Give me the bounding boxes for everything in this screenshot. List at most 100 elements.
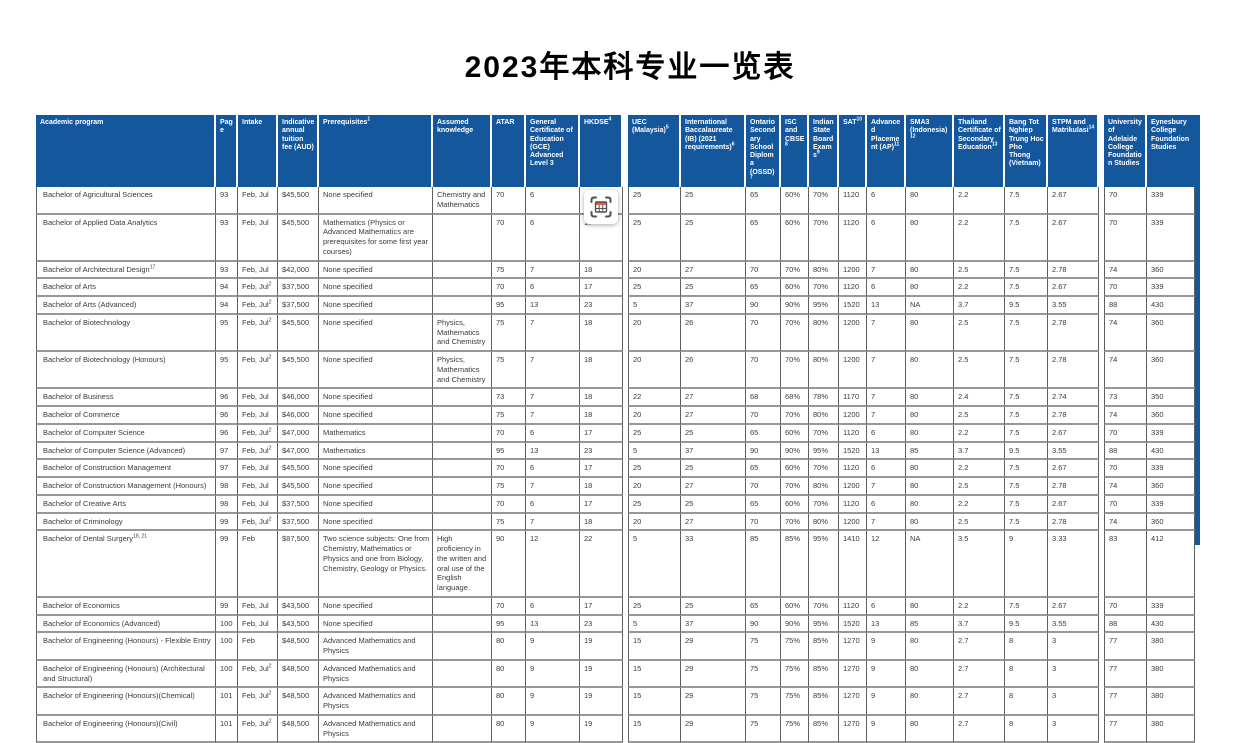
cell-hkdse: 18 <box>580 352 623 390</box>
cell-stpm: 3.33 <box>1048 531 1099 598</box>
col-header-label: Indicative annual tuition fee (AUD) <box>282 119 315 151</box>
cell-uoa_foundation: 70 <box>1104 460 1147 478</box>
table-row: Bachelor of Construction Management 97 Feb… <box>36 460 1195 478</box>
cell-uoa_foundation: 88 <box>1104 615 1147 634</box>
cell-intake-text: Feb, Jul <box>242 463 269 473</box>
col-header-fee: Indicative annual tuition fee (AUD) <box>278 115 319 187</box>
cell-assumed: Physics, Mathematics and Chemistry <box>433 314 492 352</box>
table-row: Bachelor of Biotechnology (Honours) 95 Feb… <box>36 352 1195 390</box>
cell-atar: 95 <box>492 297 526 315</box>
cell-uoa_foundation: 70 <box>1104 279 1147 297</box>
cell-prerequisites: Advanced Mathematics and Physics <box>319 688 433 716</box>
cell-ap: 7 <box>867 389 906 407</box>
cell-page: 95 <box>216 352 238 390</box>
cell-prerequisites: Advanced Mathematics and Physics <box>319 715 433 743</box>
cell-ap: 6 <box>867 214 906 262</box>
cell-vietnam: 7.5 <box>1005 495 1048 514</box>
cell-thailand: 2.7 <box>954 715 1005 743</box>
cell-program: Bachelor of Biotechnology (Honours) <box>36 352 216 390</box>
cell-indian_state: 70% <box>809 279 839 297</box>
cell-fee: $87,500 <box>278 531 319 598</box>
cell-prerequisites: None specified <box>319 407 433 425</box>
cell-intake: Feb, Jul2 <box>238 279 278 297</box>
cell-ossd: 65 <box>746 279 781 297</box>
column-group-gap <box>623 297 628 315</box>
cell-program-text: Bachelor of Biotechnology (Honours) <box>43 355 166 364</box>
cell-intake: Feb, Jul <box>238 214 278 262</box>
col-header-eynesbury: Eynesbury College Foundation Studies <box>1147 115 1195 187</box>
table-row: Bachelor of Economics 99 Feb, Jul $43,500 No… <box>36 597 1195 616</box>
cell-ossd: 68 <box>746 389 781 407</box>
cell-page: 95 <box>216 314 238 352</box>
table-row: Bachelor of Engineering (Honours)(Civil)… <box>36 715 1195 743</box>
cell-prerequisites: None specified <box>319 187 433 215</box>
cell-atar: 70 <box>492 597 526 616</box>
cell-page: 97 <box>216 460 238 478</box>
cell-ap: 7 <box>867 261 906 280</box>
cell-thailand: 2.2 <box>954 424 1005 443</box>
cell-hkdse: 17 <box>580 460 623 478</box>
footnote-marker: 2 <box>268 299 272 306</box>
cell-ib: 29 <box>681 633 746 661</box>
cell-hkdse: 22 <box>580 531 623 598</box>
cell-uec: 25 <box>628 597 681 616</box>
col-header-hkdse: HKDSE4 <box>580 115 623 187</box>
cell-vietnam: 9 <box>1005 531 1048 598</box>
cell-sma3: 80 <box>906 389 954 407</box>
cell-uec: 20 <box>628 478 681 496</box>
cell-sat: 1120 <box>839 597 867 616</box>
cell-fee: $47,000 <box>278 424 319 443</box>
cell-prerequisites: None specified <box>319 352 433 390</box>
col-header-prerequisites: Prerequisites1 <box>319 115 433 187</box>
cell-gce: 9 <box>526 633 580 661</box>
col-header-label: Bang Tot Nghiep Trung Hoc Pho Thong (Vie… <box>1009 119 1044 168</box>
cell-program: Bachelor of Architectural Design17 <box>36 261 216 280</box>
cell-thailand: 2.5 <box>954 352 1005 390</box>
footnote-marker: 10 <box>856 116 863 123</box>
cell-program: Bachelor of Commerce <box>36 407 216 425</box>
table-body: Bachelor of Agricultural Sciences 93 Feb, … <box>36 187 1195 743</box>
col-header-uoa_foundation: University of Adelaide College Foundatio… <box>1104 115 1147 187</box>
cell-stpm: 2.74 <box>1048 389 1099 407</box>
cell-eynesbury: 339 <box>1147 424 1195 443</box>
cell-stpm: 2.78 <box>1048 478 1099 496</box>
cell-uoa_foundation: 70 <box>1104 597 1147 616</box>
cell-page: 96 <box>216 424 238 443</box>
cell-eynesbury: 339 <box>1147 214 1195 262</box>
cell-atar: 95 <box>492 442 526 461</box>
cell-intake-text: Feb, Jul <box>242 282 269 292</box>
table-capture-icon[interactable] <box>584 190 618 224</box>
cell-ap: 13 <box>867 297 906 315</box>
cell-isc_cbse: 68% <box>781 389 809 407</box>
cell-prerequisites: None specified <box>319 495 433 514</box>
cell-program-text: Bachelor of Criminology <box>43 516 123 526</box>
cell-prerequisites: None specified <box>319 478 433 496</box>
cell-program-text: Bachelor of Architectural Design <box>43 264 150 274</box>
cell-page: 101 <box>216 688 238 716</box>
cell-sma3: 80 <box>906 214 954 262</box>
column-group-gap <box>1099 115 1104 187</box>
col-header-stpm: STPM and Matrikulasi14 <box>1048 115 1099 187</box>
cell-prerequisites: Mathematics (Physics or Advanced Mathema… <box>319 214 433 262</box>
cell-ib: 26 <box>681 314 746 352</box>
column-group-gap <box>1099 660 1104 689</box>
cell-assumed <box>433 442 492 461</box>
cell-hkdse: 18 <box>580 407 623 425</box>
cell-vietnam: 7.5 <box>1005 352 1048 390</box>
cell-eynesbury: 380 <box>1147 660 1195 689</box>
footnote-marker: 2 <box>268 281 272 288</box>
cell-indian_state: 80% <box>809 513 839 532</box>
cell-uoa_foundation: 77 <box>1104 715 1147 743</box>
cell-ossd: 90 <box>746 297 781 315</box>
cell-thailand: 2.2 <box>954 187 1005 215</box>
col-header-page: Page <box>216 115 238 187</box>
column-group-gap <box>623 407 628 425</box>
cell-stpm: 3 <box>1048 633 1099 661</box>
cell-indian_state: 95% <box>809 297 839 315</box>
table-row: Bachelor of Arts 94 Feb, Jul2 $37,500 None s… <box>36 279 1195 297</box>
column-group-gap <box>623 214 628 262</box>
cell-isc_cbse: 90% <box>781 615 809 634</box>
col-header-label: UEC (Malaysia) <box>632 119 666 135</box>
cell-eynesbury: 380 <box>1147 715 1195 743</box>
cell-assumed <box>433 297 492 315</box>
